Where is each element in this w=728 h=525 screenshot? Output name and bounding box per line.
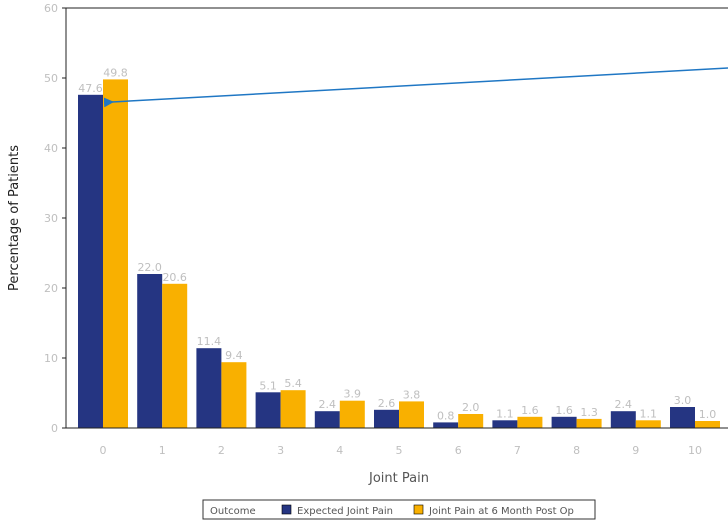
- bar-expected: [137, 274, 163, 428]
- data-label-6month: 1.0: [699, 408, 717, 421]
- data-label-6month: 49.8: [103, 66, 128, 79]
- data-label-6month: 1.1: [640, 407, 658, 420]
- data-label-expected: 11.4: [197, 335, 222, 348]
- y-tick-label: 10: [44, 352, 58, 365]
- data-label-6month: 1.6: [521, 404, 539, 417]
- bar-6month: [103, 79, 128, 429]
- data-label-expected: 2.4: [319, 398, 337, 411]
- legend-frame: [202, 499, 596, 520]
- bar-6month: [576, 418, 602, 428]
- legend-label-expected: Expected Joint Pain: [297, 506, 393, 517]
- x-axis-ticks: 0 1 2 3 4 5 6 7 8 9 10: [100, 444, 703, 457]
- x-tick-label: 8: [573, 444, 580, 457]
- bar-6month: [695, 421, 720, 428]
- x-tick-label: 9: [632, 444, 639, 457]
- bar-expected: [374, 409, 399, 428]
- x-tick-label: 0: [100, 444, 107, 457]
- bar-6month: [339, 400, 365, 428]
- bar-6month: [517, 416, 543, 428]
- bar-expected: [492, 420, 518, 428]
- legend: Outcome Expected Joint Pain Joint Pain a…: [202, 499, 596, 520]
- x-tick-label: 2: [218, 444, 225, 457]
- data-label-6month: 3.8: [403, 388, 421, 401]
- bar-6month: [635, 420, 661, 428]
- data-label-expected: 3.0: [674, 394, 692, 407]
- data-label-expected: 1.6: [555, 404, 573, 417]
- x-tick-label: 6: [455, 444, 462, 457]
- bar-6month: [280, 390, 306, 428]
- legend-swatch-6month: [413, 504, 424, 515]
- bar-expected: [196, 348, 222, 428]
- data-label-expected: 1.1: [496, 407, 514, 420]
- bar-expected: [78, 94, 103, 429]
- bar-expected: [610, 411, 636, 428]
- bar-expected: [551, 416, 577, 428]
- data-label-6month: 20.6: [162, 271, 187, 284]
- bar-6month: [162, 283, 188, 428]
- plot-frame: [65, 7, 728, 429]
- data-label-6month: 5.4: [284, 377, 302, 390]
- bars-group: [78, 79, 720, 429]
- bar-6month: [399, 401, 424, 428]
- data-labels-group: 47.649.8 22.020.6 11.49.4 5.1 5.4 2.4 3.9 2.6 3.…: [78, 66, 716, 422]
- legend-title: Outcome: [210, 506, 256, 517]
- data-label-6month: 3.9: [344, 388, 362, 401]
- y-tick-label: 0: [51, 422, 58, 435]
- y-tick-label: 40: [44, 142, 58, 155]
- legend-label-6month: Joint Pain at 6 Month Post Op: [428, 506, 574, 517]
- y-tick-label: 60: [44, 2, 58, 15]
- bar-expected: [255, 392, 281, 428]
- y-axis-ticks: 0 10 20 30 40 50 60: [44, 2, 66, 435]
- x-axis-title: Joint Pain: [368, 471, 429, 486]
- data-label-6month: 2.0: [462, 401, 480, 414]
- y-tick-label: 20: [44, 282, 58, 295]
- data-label-expected: 22.0: [137, 261, 162, 274]
- x-tick-label: 3: [277, 444, 284, 457]
- bar-6month: [221, 362, 247, 428]
- data-label-6month: 1.3: [580, 406, 598, 419]
- x-tick-label: 4: [336, 444, 343, 457]
- data-label-expected: 47.6: [78, 82, 103, 95]
- x-tick-label: 7: [514, 444, 521, 457]
- bar-expected: [314, 411, 340, 428]
- x-tick-label: 5: [396, 444, 403, 457]
- data-label-expected: 5.1: [259, 379, 277, 392]
- legend-swatch-expected: [281, 504, 292, 515]
- y-tick-label: 30: [44, 212, 58, 225]
- data-label-expected: 2.4: [615, 398, 633, 411]
- x-tick-label: 1: [159, 444, 166, 457]
- data-label-expected: 2.6: [378, 397, 396, 410]
- bar-expected: [433, 422, 459, 428]
- data-label-6month: 9.4: [225, 349, 243, 362]
- bar-6month: [458, 414, 484, 428]
- annotation-arrow: [103, 67, 728, 108]
- data-label-expected: 0.8: [437, 409, 455, 422]
- y-tick-label: 50: [44, 72, 58, 85]
- x-tick-label: 10: [688, 444, 702, 457]
- y-axis-title: Percentage of Patients: [7, 145, 22, 291]
- bar-expected: [670, 407, 695, 428]
